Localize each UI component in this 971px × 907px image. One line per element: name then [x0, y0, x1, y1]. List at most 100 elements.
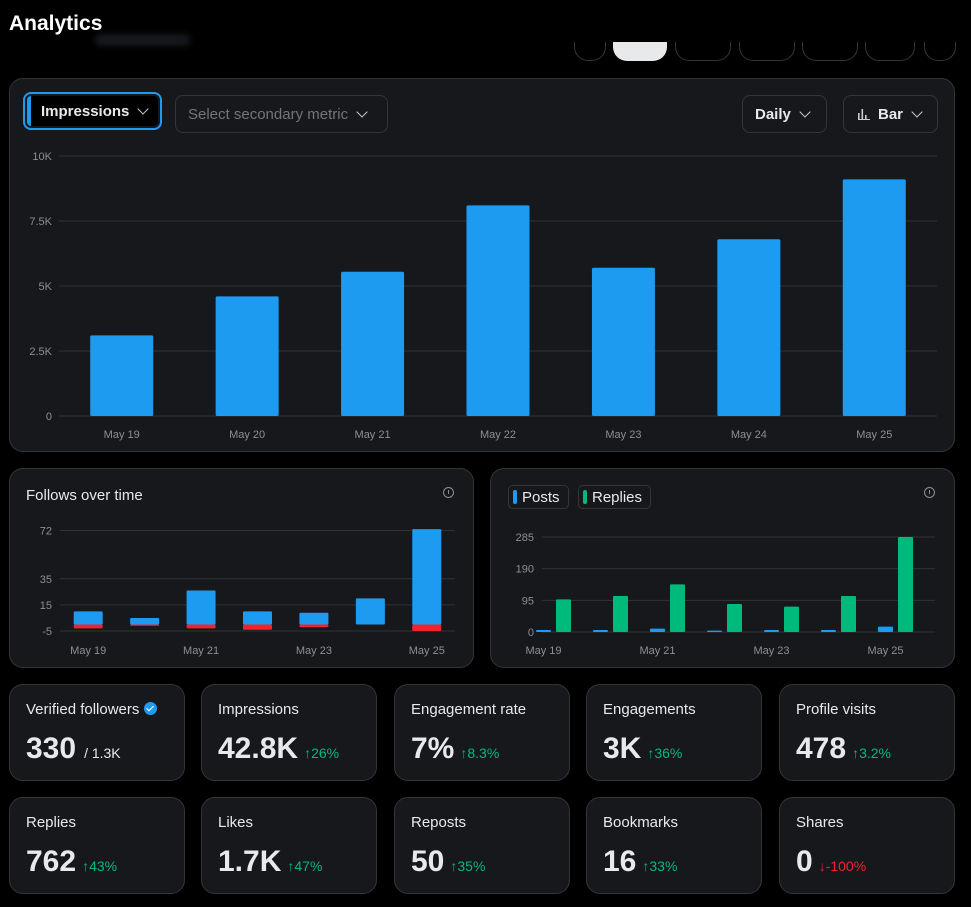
x-tick-label: May 21: [183, 645, 219, 657]
legend-swatch-replies: [583, 490, 587, 504]
primary-metric-dropdown[interactable]: Impressions: [23, 92, 162, 130]
bar: [821, 630, 836, 632]
x-tick-label: May 25: [409, 645, 445, 657]
bar: [764, 630, 779, 632]
bar: [299, 612, 329, 625]
bar: [878, 626, 893, 632]
x-tick-label: May 25: [867, 645, 903, 657]
stat-card[interactable]: Bookmarks 16 ↑33%: [586, 797, 762, 894]
stat-card[interactable]: Engagements 3K ↑36%: [586, 684, 762, 781]
stat-number: 42.8K: [218, 732, 299, 765]
bar: [591, 267, 655, 416]
stat-number: 762: [26, 845, 77, 878]
granularity-dropdown[interactable]: Daily: [742, 95, 827, 133]
x-tick-label: May 23: [605, 429, 641, 441]
stat-number: 50: [411, 845, 445, 878]
legend-posts[interactable]: Posts: [508, 485, 569, 509]
bar: [613, 596, 628, 632]
y-tick-label: 0: [528, 627, 534, 639]
stat-label: Likes: [218, 814, 254, 831]
stat-value: 1.7K ↑47%: [218, 845, 322, 879]
x-tick-label: May 19: [525, 645, 561, 657]
y-tick-label: 15: [40, 600, 52, 612]
stat-card[interactable]: Replies 762 ↑43%: [9, 797, 185, 894]
stat-number: 330: [26, 732, 77, 765]
stat-label: Bookmarks: [603, 814, 679, 831]
stat-label: Verified followers: [26, 701, 158, 718]
stat-label: Impressions: [218, 701, 299, 718]
chart-type-dropdown[interactable]: Bar: [843, 95, 938, 133]
stat-value: 330 / 1.3K: [26, 732, 121, 766]
legend-swatch-posts: [513, 490, 517, 504]
bar: [186, 624, 216, 629]
stat-delta: ↑47%: [287, 858, 323, 874]
info-icon[interactable]: [443, 487, 454, 498]
secondary-metric-dropdown[interactable]: Select secondary metric: [175, 95, 388, 133]
follows-bar-chart: -5 15 35 72 May 19 May 21 May 23 May 25: [40, 525, 455, 657]
bar: [784, 606, 799, 632]
stat-card[interactable]: Likes 1.7K ↑47%: [201, 797, 377, 894]
bar: [842, 179, 906, 416]
primary-metric-label: Impressions: [41, 102, 130, 120]
stat-card[interactable]: Verified followers 330 / 1.3K: [9, 684, 185, 781]
stat-label: Shares: [796, 814, 844, 831]
x-tick-label: May 25: [856, 429, 892, 441]
stat-value: 7% ↑8.3%: [411, 732, 499, 766]
y-tick-label: 7.5K: [29, 216, 52, 228]
stat-number: 16: [603, 845, 637, 878]
x-tick-label: May 21: [355, 429, 391, 441]
stat-label: Profile visits: [796, 701, 877, 718]
bar: [299, 624, 329, 628]
x-tick-label: May 23: [296, 645, 332, 657]
y-tick-label: 72: [40, 525, 52, 537]
stat-delta: ↑33%: [642, 858, 678, 874]
x-tick-label: May 21: [639, 645, 675, 657]
y-tick-label: 0: [46, 411, 52, 423]
stat-value: 50 ↑35%: [411, 845, 485, 879]
page-title: Analytics: [9, 12, 103, 35]
x-tick-label: May 20: [229, 429, 265, 441]
stat-value: 478 ↑3.2%: [796, 732, 891, 766]
bar: [243, 611, 272, 625]
x-tick-label: May 23: [753, 645, 789, 657]
bar: [73, 611, 103, 625]
bar: [536, 630, 551, 632]
legend-replies[interactable]: Replies: [578, 485, 652, 509]
bar: [650, 628, 665, 632]
stat-number: 0: [796, 845, 813, 878]
stat-label: Reposts: [411, 814, 467, 831]
stat-delta: ↑3.2%: [852, 745, 891, 761]
blurred-subtitle: [95, 34, 190, 46]
x-tick-label: May 22: [480, 429, 516, 441]
x-tick-label: May 24: [731, 429, 767, 441]
stat-delta: ↑36%: [647, 745, 683, 761]
bar: [73, 624, 103, 629]
info-icon[interactable]: [924, 487, 935, 498]
bar: [670, 584, 685, 632]
verified-badge-icon: [144, 702, 158, 715]
stat-delta: ↑8.3%: [460, 745, 500, 761]
y-tick-label: 190: [516, 564, 534, 576]
bar: [412, 624, 442, 631]
granularity-label: Daily: [755, 105, 791, 123]
metric-color-indicator: [27, 96, 31, 126]
y-tick-label: 95: [522, 595, 534, 607]
stat-card[interactable]: Profile visits 478 ↑3.2%: [779, 684, 955, 781]
stat-card[interactable]: Engagement rate 7% ↑8.3%: [394, 684, 570, 781]
posts-replies-card: [490, 468, 955, 668]
stat-card[interactable]: Reposts 50 ↑35%: [394, 797, 570, 894]
secondary-metric-placeholder: Select secondary metric: [188, 105, 349, 123]
y-tick-label: 35: [40, 574, 52, 586]
x-tick-label: May 19: [104, 429, 140, 441]
stat-label: Engagement rate: [411, 701, 527, 718]
bar: [186, 590, 216, 625]
bar: [556, 599, 571, 632]
stat-card[interactable]: Impressions 42.8K ↑26%: [201, 684, 377, 781]
x-tick-label: May 19: [70, 645, 106, 657]
stat-value: 3K ↑36%: [603, 732, 682, 766]
bar: [243, 624, 272, 630]
stat-value: 16 ↑33%: [603, 845, 677, 879]
y-tick-label: 5K: [39, 281, 53, 293]
stat-card[interactable]: Shares 0 ↓-100%: [779, 797, 955, 894]
stat-total: / 1.3K: [84, 745, 121, 761]
